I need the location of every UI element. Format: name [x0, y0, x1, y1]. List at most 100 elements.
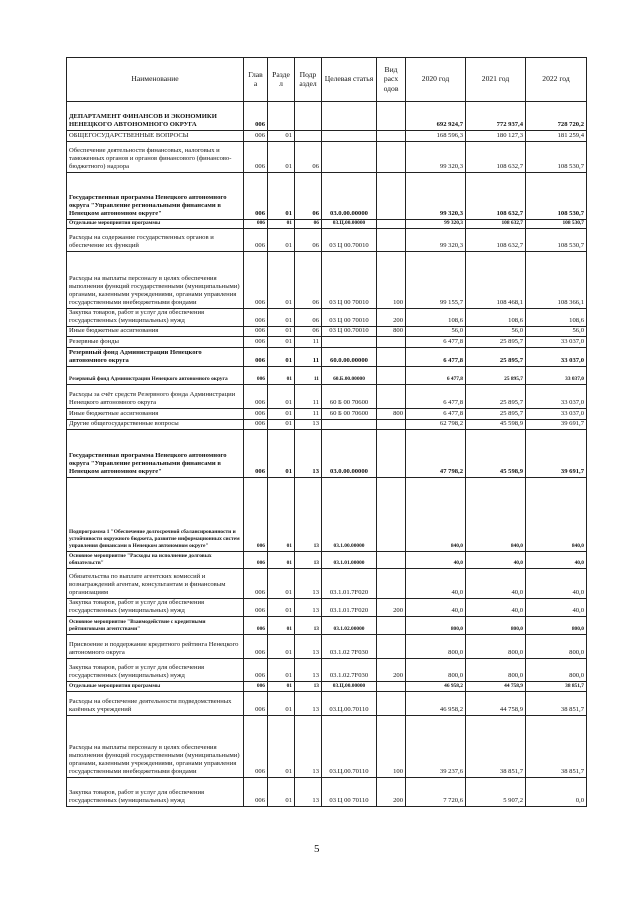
- cell-name: Расходы на обеспечение деятельности подв…: [66, 691, 244, 716]
- cell-year-2020: 840,0: [405, 477, 466, 552]
- cell-section: 01: [267, 616, 295, 635]
- cell-year-2021: 800,0: [465, 634, 526, 659]
- header-name: Наименование: [66, 57, 244, 102]
- table-header-row: Наименование Глав а Разде л Подр аздел Целев…: [66, 57, 587, 102]
- cell-section: 01: [267, 366, 295, 385]
- cell-name: Основное мероприятие "Взаимодействие с к…: [66, 616, 244, 635]
- cell-year-2022: 33 037,0: [525, 384, 587, 409]
- cell-target-article: 03.1.02.00000: [321, 616, 377, 635]
- cell-name: Резервные фонды: [66, 336, 244, 348]
- cell-name: Другие общегосударственные вопросы: [66, 419, 244, 430]
- cell-section: 01: [267, 551, 295, 569]
- cell-subsection: 13: [294, 715, 322, 778]
- cell-section: 01: [267, 429, 295, 478]
- cell-expense-type: [376, 568, 406, 599]
- table-row: Государственная программа Ненецкого авто…: [66, 172, 587, 220]
- cell-year-2021: 25 895,7: [465, 408, 526, 420]
- table-row: Иные бюджетные ассигнования 006 01 06 03 Ц 0…: [66, 326, 587, 337]
- cell-year-2021: 800,0: [465, 658, 526, 682]
- cell-year-2021: 25 895,7: [465, 347, 526, 367]
- cell-year-2021: 108 632,7: [465, 141, 526, 173]
- cell-section: 01: [267, 326, 295, 337]
- cell-chapter: 006: [243, 219, 268, 229]
- table-row: Отдельные мероприятия программы 006 01 06 03…: [66, 219, 587, 229]
- cell-target-article: 03.1.02.7F030: [321, 658, 377, 682]
- cell-year-2020: 99 320,3: [405, 172, 466, 220]
- cell-year-2022: 800,0: [525, 616, 587, 635]
- cell-target-article: [321, 336, 377, 348]
- cell-year-2020: 99 320,3: [405, 228, 466, 252]
- cell-expense-type: [376, 101, 406, 131]
- cell-subsection: 06: [294, 251, 322, 309]
- cell-year-2021: 25 895,7: [465, 366, 526, 385]
- cell-name: Присвоение и поддержание кредитного рейт…: [66, 634, 244, 659]
- table-row: Расходы за счёт средств Резервного фонда…: [66, 384, 587, 409]
- cell-year-2022: 33 037,0: [525, 347, 587, 367]
- cell-expense-type: 200: [376, 598, 406, 617]
- cell-subsection: 13: [294, 681, 322, 692]
- cell-year-2021: 108 632,7: [465, 172, 526, 220]
- cell-name: ДЕПАРТАМЕНТ ФИНАНСОВ И ЭКОНОМИКИ НЕНЕЦКО…: [66, 101, 244, 131]
- cell-year-2021: 108 468,1: [465, 251, 526, 309]
- table-row: Основное мероприятие "Расходы на исполне…: [66, 551, 587, 569]
- table-row: Отдельные мероприятия программы 006 01 13 03…: [66, 681, 587, 692]
- cell-year-2021: 108,6: [465, 308, 526, 327]
- cell-target-article: 03 Ц 00 70010: [321, 308, 377, 327]
- cell-year-2022: 40,0: [525, 551, 587, 569]
- cell-subsection: 06: [294, 141, 322, 173]
- cell-chapter: 006: [243, 172, 268, 220]
- cell-year-2020: 800,0: [405, 616, 466, 635]
- cell-year-2020: 99 320,3: [405, 141, 466, 173]
- table-row: Расходы на обеспечение деятельности подв…: [66, 691, 587, 716]
- cell-name: Расходы на выплаты персоналу в целях обе…: [66, 251, 244, 309]
- header-expense-type: Вид расх одов: [376, 57, 406, 102]
- cell-subsection: 13: [294, 568, 322, 599]
- cell-year-2021: 45 598,9: [465, 419, 526, 430]
- table-row: ОБЩЕГОСУДАРСТВЕННЫЕ ВОПРОСЫ 006 01 168 596,…: [66, 130, 587, 142]
- cell-expense-type: [376, 681, 406, 692]
- cell-name: Резервный фонд Администрации Ненецкого а…: [66, 366, 244, 385]
- cell-year-2020: 99 320,3: [405, 219, 466, 229]
- cell-name: Основное мероприятие "Расходы на исполне…: [66, 551, 244, 569]
- cell-section: 01: [267, 634, 295, 659]
- cell-year-2022: 33 037,0: [525, 408, 587, 420]
- cell-year-2022: 108 530,7: [525, 219, 587, 229]
- cell-expense-type: 100: [376, 251, 406, 309]
- cell-expense-type: [376, 228, 406, 252]
- cell-year-2020: 108,6: [405, 308, 466, 327]
- cell-target-article: 03 Ц 00 70010: [321, 251, 377, 309]
- table-row: Другие общегосударственные вопросы 006 01 1…: [66, 419, 587, 430]
- cell-expense-type: [376, 172, 406, 220]
- cell-year-2020: 6 477,8: [405, 384, 466, 409]
- cell-subsection: 13: [294, 777, 322, 807]
- cell-year-2021: 5 907,2: [465, 777, 526, 807]
- cell-subsection: 13: [294, 616, 322, 635]
- cell-section: 01: [267, 384, 295, 409]
- cell-year-2022: 38 851,7: [525, 715, 587, 778]
- cell-chapter: 006: [243, 326, 268, 337]
- table-row: Присвоение и поддержание кредитного рейт…: [66, 634, 587, 659]
- header-section: Разде л: [267, 57, 295, 102]
- cell-year-2020: 6 477,8: [405, 336, 466, 348]
- cell-expense-type: [376, 366, 406, 385]
- cell-year-2021: 56,0: [465, 326, 526, 337]
- cell-name: Обеспечение деятельности финансовых, нал…: [66, 141, 244, 173]
- cell-year-2021: 180 127,3: [465, 130, 526, 142]
- cell-target-article: 03.1.01.7F020: [321, 568, 377, 599]
- budget-table: Наименование Глав а Разде л Подр аздел Целев…: [66, 57, 587, 807]
- cell-year-2021: 840,0: [465, 477, 526, 552]
- cell-year-2021: 40,0: [465, 551, 526, 569]
- table-row: Закупка товаров, работ и услуг для обесп…: [66, 598, 587, 617]
- table-row: Резервные фонды 006 01 11 6 477,8 25 895,7 33 …: [66, 336, 587, 348]
- cell-name: Государственная программа Ненецкого авто…: [66, 429, 244, 478]
- table-row: Закупка товаров, работ и услуг для обесп…: [66, 308, 587, 327]
- cell-year-2022: 39 691,7: [525, 419, 587, 430]
- cell-section: [267, 101, 295, 131]
- cell-subsection: 11: [294, 366, 322, 385]
- cell-chapter: 006: [243, 477, 268, 552]
- cell-chapter: 006: [243, 691, 268, 716]
- page-number: 5: [314, 843, 320, 855]
- header-subsection: Подр аздел: [294, 57, 322, 102]
- cell-subsection: 13: [294, 551, 322, 569]
- cell-expense-type: [376, 477, 406, 552]
